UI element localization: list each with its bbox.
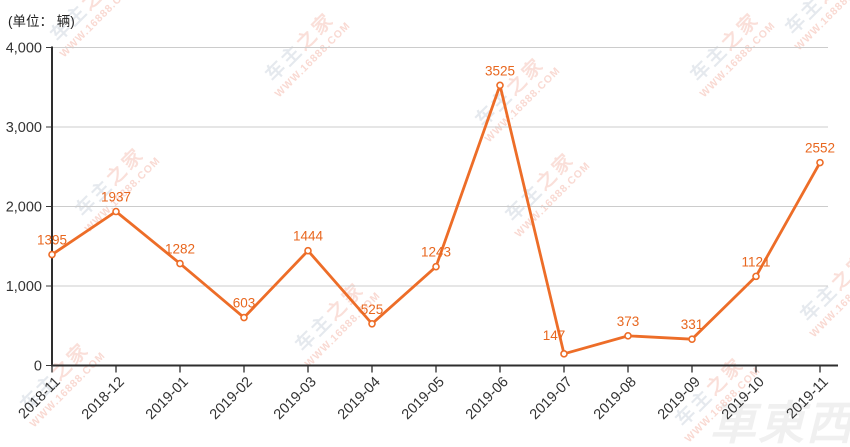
y-axis-label: 3,000: [6, 120, 42, 136]
data-point[interactable]: [560, 350, 568, 358]
data-point[interactable]: [688, 335, 696, 343]
y-axis-label: 2,000: [6, 200, 42, 216]
data-point-label: 3525: [485, 63, 515, 78]
data-point-label: 147: [543, 328, 566, 343]
x-axis-label: 2019-03: [271, 374, 320, 423]
data-point-label: 2552: [805, 141, 835, 156]
data-point-label: 1121: [741, 254, 770, 269]
data-point-label: 373: [617, 314, 640, 329]
x-axis-label: 2019-06: [463, 374, 512, 423]
data-point-label: 1937: [101, 190, 131, 205]
x-axis-label: 2019-05: [399, 374, 448, 423]
data-point-label: 1395: [37, 233, 67, 248]
data-point[interactable]: [368, 319, 376, 328]
y-axis-label: 4,000: [6, 41, 42, 57]
data-point[interactable]: [176, 259, 184, 268]
y-axis-label: 1,000: [6, 279, 42, 295]
x-axis-label: 2019-10: [719, 374, 768, 423]
data-point[interactable]: [432, 262, 440, 271]
x-axis-label: 2018-12: [79, 374, 128, 423]
data-point[interactable]: [304, 246, 312, 255]
data-point-label: 603: [233, 296, 256, 311]
x-axis-label: 2019-01: [143, 374, 192, 423]
data-point[interactable]: [112, 207, 120, 216]
chart-unit-title: (单位： 辆): [8, 14, 75, 29]
data-point-label: 525: [361, 302, 384, 317]
data-point[interactable]: [496, 81, 504, 90]
x-axis-label: 2019-09: [655, 374, 704, 423]
x-axis-label: 2019-11: [784, 374, 832, 422]
data-point[interactable]: [48, 250, 56, 259]
data-point[interactable]: [816, 158, 824, 167]
data-point-label: 1282: [165, 242, 195, 257]
x-axis-label: 2019-08: [591, 374, 640, 423]
y-axis-label: 0: [34, 359, 42, 375]
x-axis-label: 2019-02: [207, 374, 256, 423]
data-point[interactable]: [240, 313, 248, 322]
data-point-label: 331: [681, 317, 704, 332]
x-axis-label: 2019-07: [527, 374, 576, 423]
x-axis-label: 2019-04: [335, 374, 384, 423]
data-point[interactable]: [624, 332, 632, 340]
data-point-label: 1444: [293, 229, 324, 244]
sales-line: [50, 83, 822, 356]
data-point[interactable]: [752, 272, 760, 281]
x-axis-label: 2018-11: [16, 374, 64, 422]
data-point-label: 1243: [421, 245, 451, 260]
